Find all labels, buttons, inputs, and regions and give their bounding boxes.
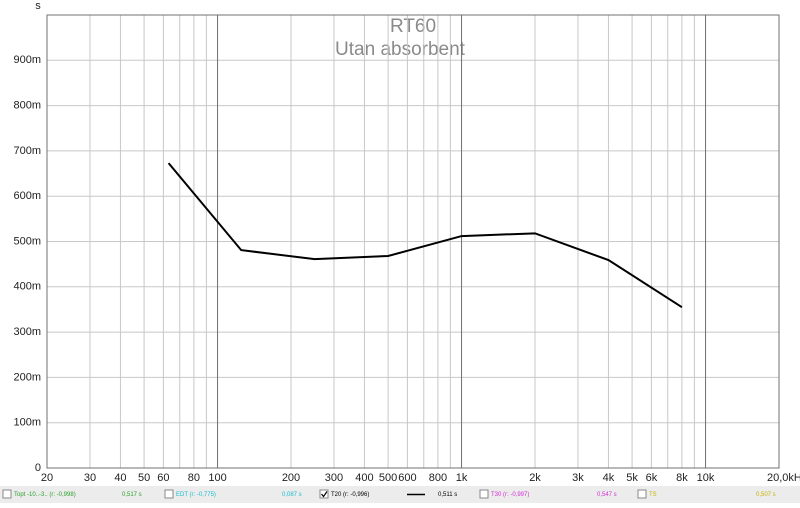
status-label: EDT (r: -0,775) <box>176 492 216 498</box>
y-tick-label: 300m <box>13 326 41 338</box>
x-tick-label: 20,0kHz <box>767 472 800 484</box>
status-bar <box>0 486 800 503</box>
y-axis-label: s <box>35 0 41 12</box>
x-tick-label: 50 <box>138 472 150 484</box>
checkmark <box>321 491 328 498</box>
x-tick-label: 2k <box>529 472 541 484</box>
chart-title: RT60 <box>390 16 436 37</box>
x-tick-label: 500 <box>379 472 397 484</box>
x-tick-label: 200 <box>282 472 300 484</box>
checkbox[interactable] <box>637 489 647 499</box>
y-tick-label: 200m <box>13 371 41 383</box>
x-tick-label: 80 <box>188 472 200 484</box>
x-tick-label: 10k <box>697 472 715 484</box>
x-tick-label: 4k <box>603 472 615 484</box>
x-tick-label: 3k <box>572 472 584 484</box>
x-tick-label: 300 <box>325 472 343 484</box>
x-tick-label: 30 <box>84 472 96 484</box>
checkbox[interactable] <box>164 489 174 499</box>
status-value: 0,517 s <box>122 492 142 498</box>
status-label: T30 (r: -0,997) <box>491 492 529 498</box>
status-label: TS <box>649 492 657 498</box>
x-tick-label: 5k <box>626 472 638 484</box>
status-value: 0,507 s <box>756 492 776 498</box>
status-value: 0,087 s <box>282 492 302 498</box>
y-tick-label: 900m <box>13 54 41 66</box>
chart-subtitle: Utan absorbent <box>335 39 466 60</box>
checkbox[interactable] <box>479 489 489 499</box>
status-value: 0,547 s <box>597 492 617 498</box>
y-tick-label: 400m <box>13 281 41 293</box>
x-tick-label: 600 <box>398 472 416 484</box>
x-tick-label: 100 <box>208 472 226 484</box>
checkbox[interactable] <box>319 489 329 499</box>
y-tick-label: 500m <box>13 235 41 247</box>
y-tick-label: 0 <box>35 462 41 474</box>
x-tick-label: 400 <box>355 472 373 484</box>
y-tick-label: 800m <box>13 100 41 112</box>
status-label: T20 (r: -0,996) <box>331 492 369 498</box>
y-tick-label: 600m <box>13 190 41 202</box>
x-tick-label: 800 <box>429 472 447 484</box>
status-label: Topt -10..-3.. (r: -0,998) <box>14 492 76 498</box>
checkbox[interactable] <box>2 489 12 499</box>
x-tick-label: 20 <box>41 472 53 484</box>
y-tick-label: 700m <box>13 145 41 157</box>
x-tick-label: 60 <box>157 472 169 484</box>
data-line <box>167 162 683 309</box>
x-tick-label: 6k <box>646 472 658 484</box>
y-tick-label: 100m <box>13 417 41 429</box>
plot-frame <box>46 14 780 469</box>
x-tick-label: 40 <box>114 472 126 484</box>
status-value: 0,511 s <box>438 492 457 498</box>
x-tick-label: 8k <box>676 472 688 484</box>
x-tick-label: 1k <box>456 472 468 484</box>
